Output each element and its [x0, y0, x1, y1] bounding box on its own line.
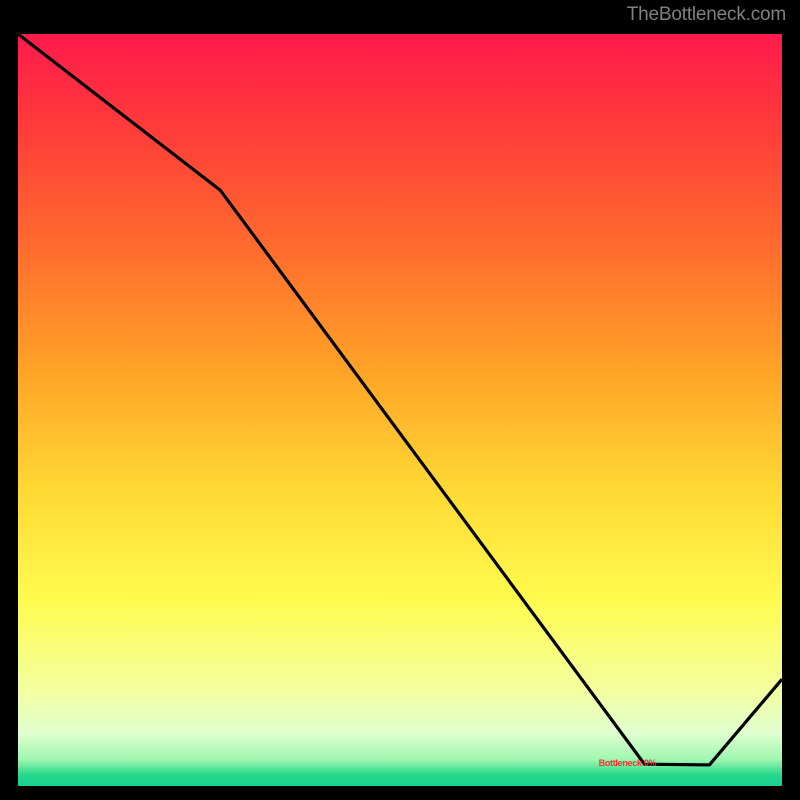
- bottleneck-zero-label: Bottleneck 0%: [599, 758, 657, 768]
- watermark-text: TheBottleneck.com: [627, 4, 786, 26]
- chart-frame: [14, 30, 786, 790]
